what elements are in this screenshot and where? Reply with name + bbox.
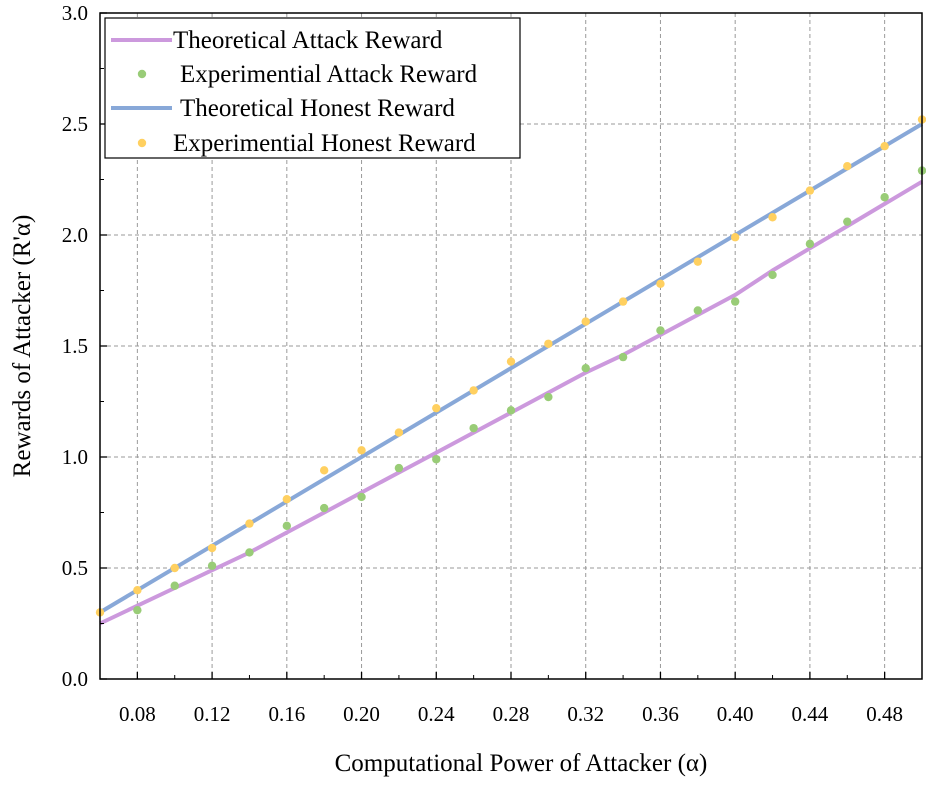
y-tick-label: 3.0 [62, 1, 88, 25]
experimential-attack-reward-point [432, 455, 441, 464]
tick-labels: 0.08 0.12 0.16 0.20 0.24 0.28 0.32 0.36 0.40 0.44… [62, 1, 903, 726]
experimential-honest-reward-point [618, 297, 628, 306]
y-tick-label: 2.5 [62, 112, 88, 136]
experimential-honest-reward-point [880, 142, 889, 151]
experimential-attack-reward-point [469, 423, 478, 433]
experimential-honest-reward-point [506, 357, 516, 366]
experimential-attack-reward-point [245, 548, 254, 557]
experimential-attack-reward-point [394, 463, 404, 473]
experimential-attack-reward-point [170, 581, 179, 590]
experimential-honest-reward-point [768, 213, 777, 222]
experimential-attack-reward-point [843, 217, 852, 226]
experimential-honest-reward-point [432, 403, 441, 413]
legend-swatch-experimential-attack-reward [137, 69, 147, 79]
experimential-attack-reward-point [133, 605, 142, 615]
experimential-attack-reward-point [618, 352, 628, 362]
x-tick-label: 0.44 [792, 702, 829, 726]
x-tick-label: 0.28 [493, 702, 530, 726]
x-tick-label: 0.40 [717, 702, 754, 726]
y-tick-label: 2.0 [62, 223, 88, 247]
experimential-honest-reward-point [319, 466, 329, 475]
series-layer [95, 115, 926, 626]
experimential-attack-reward-point [693, 306, 703, 315]
x-tick-label: 0.08 [119, 702, 156, 726]
legend-label-experimential-honest-reward: Experimential Honest Reward [173, 130, 476, 157]
experimential-attack-reward-point [805, 239, 815, 249]
experimential-attack-reward-point [656, 326, 665, 335]
experimential-honest-reward-point [245, 519, 254, 528]
experimential-honest-reward-point [656, 279, 665, 289]
experimential-honest-reward-point [469, 386, 478, 395]
experimential-honest-reward-point [805, 186, 815, 195]
tick-marks [99, 12, 923, 680]
x-axis-title: Computational Power of Attacker (α) [335, 750, 708, 777]
experimential-honest-reward-point [693, 257, 703, 266]
x-tick-label: 0.16 [268, 702, 305, 726]
experimential-attack-reward-point [768, 270, 777, 280]
experimential-honest-reward-point [357, 446, 366, 455]
experimential-attack-reward-point [730, 297, 740, 306]
x-tick-label: 0.48 [866, 702, 903, 726]
experimential-attack-reward-point [319, 503, 329, 513]
legend-swatch-experimential-honest-reward [137, 138, 147, 148]
legend-label-theoretical-attack-reward: Theoretical Attack Reward [173, 27, 443, 54]
experimential-honest-reward-point [133, 586, 142, 595]
y-tick-label: 0.0 [62, 667, 88, 691]
experimential-attack-reward-point [207, 561, 217, 570]
legend-box [104, 17, 521, 159]
legend-label-theoretical-honest-reward: Theoretical Honest Reward [180, 95, 455, 122]
legend-label-experimential-attack-reward: Experimential Attack Reward [180, 61, 478, 88]
x-tick-label: 0.12 [194, 702, 231, 726]
y-axis-title: Rewards of Attacker (R'α) [9, 215, 36, 478]
experimential-attack-reward-point [357, 492, 366, 502]
legend: Theoretical Attack Reward Experimential A… [104, 17, 521, 159]
experimential-attack-reward-point [880, 193, 889, 202]
experimential-attack-reward-point [544, 392, 553, 402]
x-tick-label: 0.20 [343, 702, 380, 726]
experimential-honest-reward-point [394, 428, 404, 437]
experimential-attack-reward-point [282, 521, 292, 531]
experimential-honest-reward-point [730, 233, 740, 242]
x-tick-label: 0.24 [418, 702, 455, 726]
experimential-honest-reward-point [282, 494, 292, 504]
y-tick-label: 1.5 [62, 334, 88, 358]
experimential-honest-reward-point [843, 161, 852, 171]
theoretical-honest-reward-line [98, 122, 924, 615]
x-tick-label: 0.32 [567, 702, 604, 726]
y-tick-label: 1.0 [62, 445, 88, 469]
experimential-attack-reward-point [581, 364, 590, 373]
experimential-honest-reward-point [207, 543, 217, 553]
experimential-honest-reward-point [581, 317, 590, 326]
y-tick-label: 0.5 [62, 556, 88, 580]
x-tick-label: 0.36 [642, 702, 679, 726]
experimential-attack-reward-point [506, 406, 516, 415]
experimential-honest-reward-point [170, 563, 179, 573]
experimential-honest-reward-point [544, 339, 553, 348]
